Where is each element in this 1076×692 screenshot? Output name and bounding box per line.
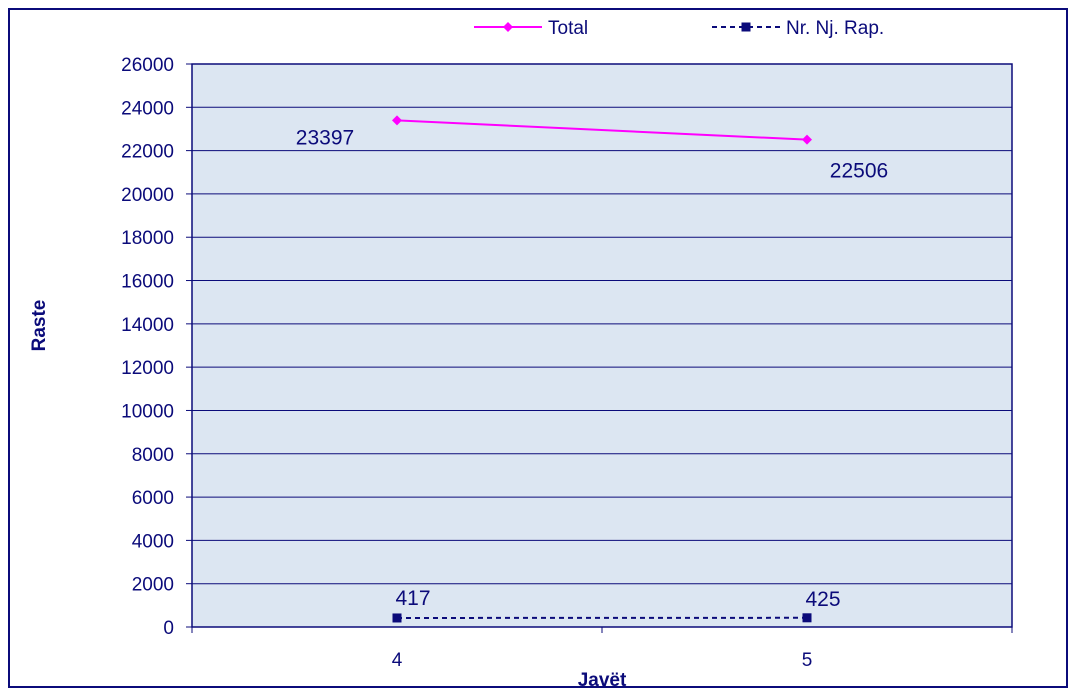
data-label: 417 (395, 587, 430, 610)
data-point-marker (802, 134, 812, 145)
y-tick-label: 6000 (132, 488, 174, 509)
y-axis-title: Raste (29, 300, 50, 352)
y-tick-label: 16000 (121, 272, 174, 293)
y-tick-label: 0 (163, 618, 174, 639)
y-tick-label: 20000 (121, 185, 174, 206)
x-axis-title: Javët (578, 670, 627, 691)
legend-entry: Nr. Nj. Rap. (786, 18, 884, 39)
y-tick-label: 18000 (121, 228, 174, 249)
y-tick-label: 26000 (121, 55, 174, 76)
y-tick-label: 4000 (132, 531, 174, 552)
data-point-marker (392, 115, 402, 126)
legend-marker (741, 22, 751, 32)
x-tick-label: 4 (392, 650, 403, 671)
series-line-0 (396, 119, 808, 141)
y-tick-label: 12000 (121, 358, 174, 379)
data-label: 22506 (830, 160, 888, 183)
y-tick-label: 8000 (132, 445, 174, 466)
legend-marker (503, 22, 513, 32)
data-label: 425 (805, 588, 840, 611)
y-tick-label: 2000 (132, 575, 174, 596)
plot-area (191, 63, 1013, 628)
y-tick-label: 22000 (121, 142, 174, 163)
data-point-marker (802, 613, 812, 623)
data-point-marker (392, 613, 402, 623)
y-tick-label: 24000 (121, 98, 174, 119)
y-tick-label: 14000 (121, 315, 174, 336)
y-tick-label: 10000 (121, 401, 174, 422)
legend-entry: Total (548, 18, 588, 39)
data-label: 23397 (296, 126, 354, 149)
x-tick-label: 5 (802, 650, 813, 671)
